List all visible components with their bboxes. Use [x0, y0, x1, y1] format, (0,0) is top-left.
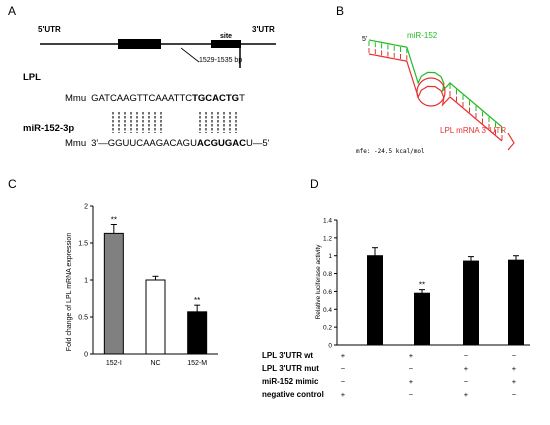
- y-tick-label: 2: [84, 204, 88, 211]
- exon-block-1: [118, 39, 161, 49]
- site-pointer: [180, 47, 200, 63]
- utr3-label: 3'UTR: [252, 25, 275, 34]
- mirna-seed: ACGUGAC: [197, 138, 246, 149]
- y-tick-label: 0: [328, 343, 332, 350]
- y-tick-label: 1: [84, 278, 88, 285]
- chart-d-ylabel: Relative luciferase activity: [315, 244, 322, 320]
- category-label: 152-M: [187, 360, 207, 367]
- mrna-plain: GATCAAGTTCAAATTC: [91, 93, 192, 104]
- panel-d: D Relative luciferase activity 0 0.2 0.4 0.…: [262, 177, 530, 399]
- condition-sign: +: [512, 364, 517, 373]
- condition-label: miR-152 mimic: [262, 377, 319, 386]
- y-tick-label: 0: [84, 352, 88, 359]
- condition-sign: +: [512, 377, 517, 386]
- panel-b-letter: B: [336, 4, 344, 18]
- mirna-tail: U—5': [246, 138, 270, 149]
- y-tick-label: 0.6: [323, 289, 332, 296]
- exon-block-2: [211, 40, 241, 48]
- internal-loop: [416, 77, 446, 107]
- significance-label: **: [111, 216, 117, 225]
- y-tick-label: 1.2: [323, 235, 332, 242]
- bar: [187, 311, 208, 355]
- condition-sign: −: [409, 390, 414, 399]
- condition-sign: −: [464, 377, 469, 386]
- significance-label: **: [194, 296, 200, 305]
- target-structure-label: LPL mRNA 3' UTR: [440, 126, 506, 135]
- mrna-species: Mmu: [65, 93, 86, 104]
- condition-sign: −: [341, 377, 346, 386]
- base-pairing-lines: [112, 112, 237, 133]
- y-tick-label: 1.5: [78, 241, 88, 248]
- significance-label: **: [419, 281, 425, 290]
- site-range: 1529-1535 bp: [199, 57, 242, 64]
- condition-sign: −: [512, 351, 517, 360]
- condition-label: LPL 3'UTR wt: [262, 351, 313, 360]
- rna-hybrid-structure: [368, 39, 515, 151]
- panel-a: A 5'UTR 3'UTR site 1529-1535 bp LPL Mmu G…: [8, 4, 276, 149]
- condition-sign: +: [464, 364, 469, 373]
- bar: [367, 255, 383, 346]
- mfe-label: mfe: -24.5 kcal/mol: [356, 148, 425, 155]
- y-tick-label: 0.8: [323, 271, 332, 278]
- condition-label: negative control: [262, 390, 324, 399]
- mirna-structure-label: miR-152: [407, 31, 438, 40]
- chart-d: 0 0.2 0.4 0.6 0.8 1 1.2 1.4 **: [323, 218, 530, 350]
- mirna-plain: 3'—GGUUCAAGACAGU: [91, 138, 197, 149]
- target-tail: [507, 132, 515, 151]
- y-tick-label: 0.4: [323, 307, 332, 314]
- condition-sign: +: [341, 351, 346, 360]
- target-strand: [368, 53, 503, 142]
- mrna-sequence: Mmu GATCAAGTTCAAATTCTGCACTGT: [65, 93, 245, 104]
- condition-sign: −: [464, 351, 469, 360]
- site-label: site: [220, 33, 232, 40]
- condition-sign: +: [464, 390, 469, 399]
- panel-b: B 5' miR-152 LPL mRNA 3' UTR mfe: -24.5 …: [336, 4, 515, 155]
- panel-c-letter: C: [8, 177, 17, 191]
- y-tick-label: 0.2: [323, 325, 332, 332]
- mrna-seed: TGCACTG: [192, 93, 239, 104]
- condition-table: LPL 3'UTR wt + + − − LPL 3'UTR mut − − + + miR-152…: [262, 351, 517, 399]
- y-tick-label: 1.4: [323, 218, 332, 225]
- y-tick-label: 0.5: [78, 315, 88, 322]
- condition-label: LPL 3'UTR mut: [262, 364, 319, 373]
- mirna-strand: [368, 39, 503, 128]
- mrna-tail: T: [239, 93, 245, 104]
- bar: [508, 259, 524, 346]
- condition-sign: −: [512, 390, 517, 399]
- utr5-label: 5'UTR: [38, 25, 61, 34]
- y-tick-label: 1: [328, 253, 332, 260]
- condition-sign: −: [341, 364, 346, 373]
- mirna-species: Mmu: [65, 138, 86, 149]
- gene-label: LPL: [23, 72, 41, 83]
- panel-a-letter: A: [8, 4, 16, 18]
- chart-c-ylabel: Fold change of LPL mRNA expression: [66, 233, 73, 352]
- bar: [414, 292, 430, 346]
- mirna-sequence: Mmu 3'—GGUUCAAGACAGUACGUGACU—5': [65, 138, 270, 149]
- condition-sign: +: [409, 351, 414, 360]
- condition-sign: +: [409, 377, 414, 386]
- category-label: NC: [150, 360, 160, 367]
- chart-c: 0 0.5 1 1.5 2 ** 152-I NC ** 152-M: [78, 204, 218, 367]
- panel-c: C Fold change of LPL mRNA expression 0 0.…: [8, 177, 218, 367]
- condition-sign: +: [341, 390, 346, 399]
- bar: [463, 260, 479, 346]
- bar: [145, 279, 166, 355]
- mirna-label: miR-152-3p: [23, 123, 74, 134]
- category-label: 152-I: [106, 360, 122, 367]
- bar: [103, 232, 124, 355]
- condition-sign: −: [409, 364, 414, 373]
- panel-d-letter: D: [310, 177, 319, 191]
- five-prime-label: 5': [362, 36, 367, 43]
